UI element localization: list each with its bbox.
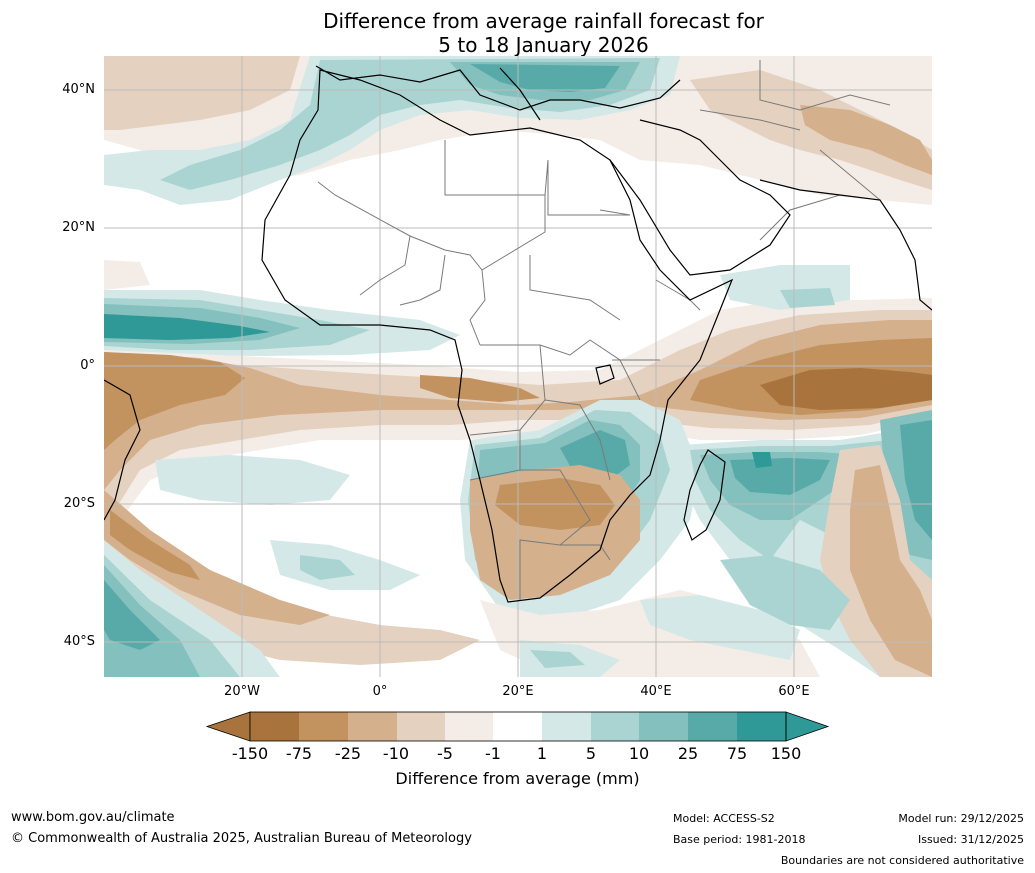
map-title: Difference from average rainfall forecas… xyxy=(0,9,1035,57)
colorbar-tick: -1 xyxy=(485,744,501,763)
colorbar-segment xyxy=(493,712,542,741)
issued-text: Issued: 31/12/2025 xyxy=(917,833,1024,846)
lat-label-40n: 40°N xyxy=(62,82,95,97)
colorbar-segment xyxy=(542,712,591,741)
colorbar-tick: 150 xyxy=(770,744,802,763)
colorbar-segment xyxy=(688,712,737,741)
lat-label-20n: 20°N xyxy=(62,220,95,235)
colorbar-tick: -150 xyxy=(231,744,269,763)
colorbar-tick: 5 xyxy=(585,744,597,763)
model-run-text: Model run: 29/12/2025 xyxy=(898,812,1024,825)
lake-victoria xyxy=(595,364,615,385)
map-title-line1: Difference from average rainfall forecas… xyxy=(323,9,764,33)
disclaimer-text: Boundaries are not considered authoritat… xyxy=(780,854,1024,867)
colorbar-tick: 10 xyxy=(628,744,650,763)
colorbar-label: Difference from average (mm) xyxy=(395,769,640,788)
lat-label-40s: 40°S xyxy=(63,634,95,649)
model-text: Model: ACCESS-S2 xyxy=(673,812,775,825)
lon-label-20e: 20°E xyxy=(502,684,534,699)
anomaly-region xyxy=(760,368,932,410)
colorbar-segment xyxy=(639,712,688,741)
anomaly-region xyxy=(800,105,932,175)
colorbar-tick: 25 xyxy=(677,744,699,763)
copyright-text: © Commonwealth of Australia 2025, Austra… xyxy=(11,831,472,846)
anomaly-region xyxy=(104,260,150,290)
anomaly-region xyxy=(300,555,355,580)
colorbar-segment xyxy=(737,712,786,741)
anomaly-region xyxy=(104,56,300,130)
colorbar-tick: -75 xyxy=(285,744,313,763)
anomaly-region xyxy=(730,458,830,495)
colorbar-segment xyxy=(250,712,299,741)
anomaly-region xyxy=(104,580,160,650)
lon-label-40e: 40°E xyxy=(640,684,672,699)
europe-coastline xyxy=(315,65,681,121)
colorbar-segment xyxy=(591,712,639,741)
colorbar-arrow-low xyxy=(205,711,251,742)
lat-label-0: 0° xyxy=(80,358,95,373)
colorbar-segment xyxy=(299,712,348,741)
graticule xyxy=(104,56,932,677)
colorbar-arrow-high xyxy=(785,711,830,742)
lon-label-0: 0° xyxy=(372,684,388,699)
lon-label-60e: 60°E xyxy=(778,684,810,699)
anomaly-region xyxy=(420,375,540,402)
base-period-text: Base period: 1981-2018 xyxy=(673,833,806,846)
lat-label-20s: 20°S xyxy=(63,496,95,511)
anomaly-region xyxy=(850,465,932,677)
south-america-coastline xyxy=(104,379,141,521)
lon-label-20w: 20°W xyxy=(224,684,260,699)
anomaly-region xyxy=(110,510,200,580)
anomaly-region xyxy=(900,420,932,540)
anomaly-region xyxy=(104,314,270,340)
madagascar-coastline xyxy=(683,449,726,541)
anomaly-region xyxy=(470,64,620,92)
colorbar-tick: -5 xyxy=(437,744,453,763)
colorbar-frame xyxy=(249,711,787,742)
anomaly-region xyxy=(690,70,932,190)
colorbar-tick: -25 xyxy=(334,744,362,763)
anomaly-region xyxy=(530,650,585,668)
colorbar-tick: 75 xyxy=(726,744,748,763)
anomaly-region xyxy=(752,452,772,468)
colorbar-segment xyxy=(348,712,397,741)
colorbar-segment xyxy=(445,712,493,741)
map-title-line2: 5 to 18 January 2026 xyxy=(438,33,649,57)
colorbar-tick: 1 xyxy=(536,744,548,763)
anomaly-region xyxy=(104,352,245,450)
website-link[interactable]: www.bom.gov.au/climate xyxy=(11,810,175,825)
anomaly-region xyxy=(640,595,800,660)
anomaly-region xyxy=(720,555,850,630)
colorbar-tick: -10 xyxy=(382,744,410,763)
anomaly-region xyxy=(104,565,200,677)
arabia-coastline xyxy=(609,119,932,311)
africa-coastline xyxy=(261,69,734,603)
anomaly-region xyxy=(155,455,350,505)
colorbar-segment xyxy=(397,712,445,741)
coastlines xyxy=(104,65,932,603)
